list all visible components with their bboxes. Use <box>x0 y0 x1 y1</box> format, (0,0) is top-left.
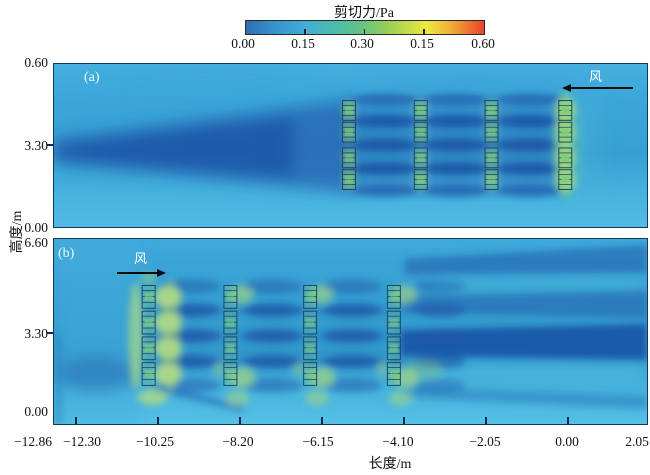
x-axis-tick-label: −6.15 <box>302 434 334 449</box>
y-axis-tick-mark <box>47 144 53 146</box>
x-axis-tick-label: 0.00 <box>555 434 579 449</box>
x-axis-tick-label: −4.10 <box>382 434 414 449</box>
x-axis-tick-label: −2.05 <box>469 434 501 449</box>
y-axis-tick-mark <box>47 332 53 334</box>
arrowhead-right-icon <box>157 269 166 277</box>
x-axis-tick-mark <box>403 417 405 425</box>
x-axis-tick-label: −8.20 <box>222 434 254 449</box>
arrow-line <box>117 272 157 274</box>
x-axis-tick-mark <box>485 417 487 425</box>
y-axis-tick-label: 0.00 <box>24 404 48 419</box>
y-axis-tick-label: 3.30 <box>24 138 48 153</box>
x-axis-tick-label: 2.05 <box>625 434 649 449</box>
x-axis-tick-mark <box>239 417 241 425</box>
arrowhead-left-icon <box>562 84 571 92</box>
x-axis-tick-mark <box>157 417 159 425</box>
y-axis-tick-label: 6.60 <box>24 235 48 250</box>
y-axis-tick-label: 0.00 <box>24 220 48 235</box>
x-axis-tick-mark <box>321 417 323 425</box>
panel-a-contour-plot <box>54 64 647 227</box>
colorbar-tick-mark <box>423 29 425 35</box>
x-axis-tick-mark <box>75 417 77 425</box>
x-axis-tick-label: −12.30 <box>63 434 101 449</box>
y-axis-tick-label: 0.60 <box>24 55 48 70</box>
panel-a-label: (a) <box>84 70 100 85</box>
colorbar <box>245 20 485 35</box>
colorbar-tick-label: 0.00 <box>231 36 255 51</box>
colorbar-tick-mark <box>363 29 365 35</box>
y-axis-tick-label: 3.30 <box>24 326 48 341</box>
arrow-line <box>571 87 633 89</box>
x-axis-tick-label: −12.86 <box>14 434 52 449</box>
x-axis-tick-label: −10.25 <box>136 434 174 449</box>
colorbar-tick-label: 0.30 <box>350 36 374 51</box>
panel-b-contour-plot <box>54 239 647 424</box>
panel-b-wind-arrow-right-icon <box>117 269 166 277</box>
panel-a-wind-label: 风 <box>589 69 603 84</box>
x-axis-title: 长度/m <box>368 457 412 472</box>
panel-b-wind-label: 风 <box>134 251 148 266</box>
colorbar-tick-label: 0.15 <box>291 36 315 51</box>
colorbar-tick-mark <box>304 29 306 35</box>
colorbar-title: 剪切力/Pa <box>334 6 394 21</box>
panel-b-heatmap <box>53 238 648 425</box>
panel-b-label: (b) <box>58 246 75 261</box>
panel-a-heatmap <box>53 63 648 228</box>
colorbar-tick-label: 0.15 <box>410 36 434 51</box>
panel-a-wind-arrow-left-icon <box>562 84 633 92</box>
colorbar-tick-label: 0.60 <box>471 36 495 51</box>
x-axis-tick-mark <box>567 417 569 425</box>
